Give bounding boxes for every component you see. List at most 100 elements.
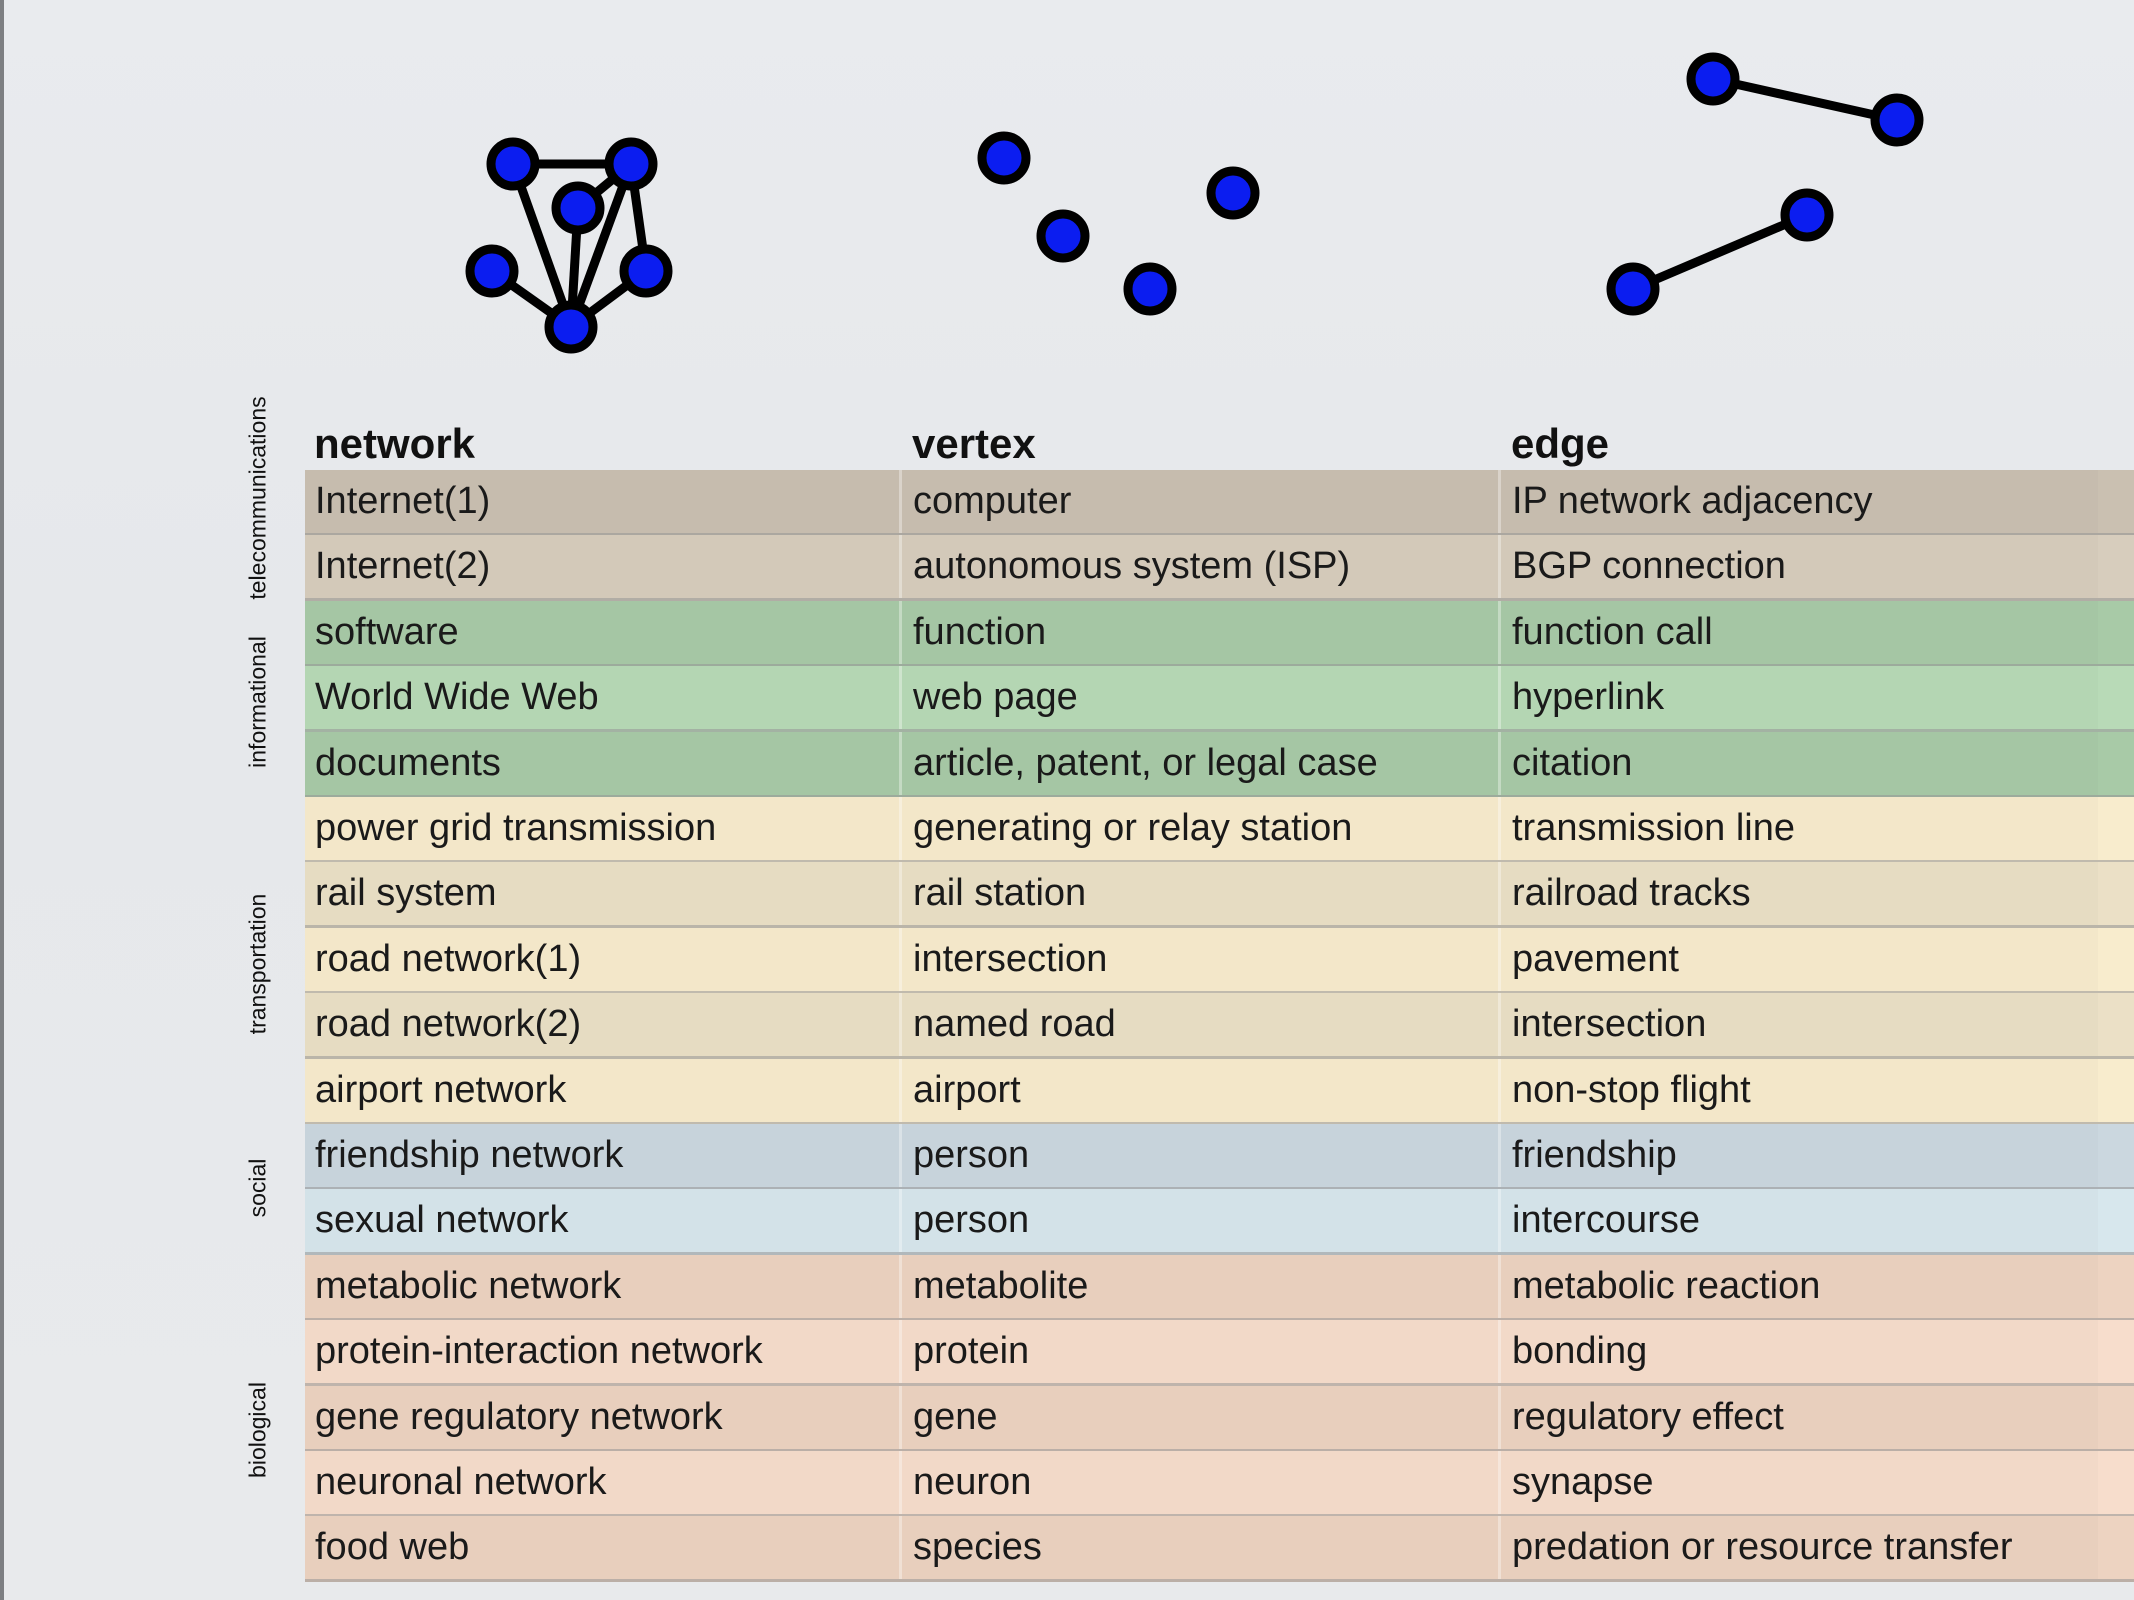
cell-edge: intercourse bbox=[1512, 1199, 1700, 1242]
cell-vertex: airport bbox=[913, 1068, 1021, 1111]
table-row: friendship network person friendship bbox=[305, 1124, 2134, 1190]
table-row: protein-interaction network protein bondin… bbox=[305, 1320, 2134, 1387]
header-vertex: vertex bbox=[912, 420, 1036, 467]
vertex-dot bbox=[604, 137, 658, 191]
table-row: gene regulatory network gene regulatory ef… bbox=[305, 1385, 2134, 1452]
column-separator bbox=[899, 1058, 902, 1122]
column-separator bbox=[899, 1124, 902, 1187]
cell-edge: metabolic reaction bbox=[1512, 1264, 1821, 1307]
cell-edge: intersection bbox=[1512, 1003, 1707, 1046]
row-overhang bbox=[2098, 1189, 2134, 1253]
vertex-dot bbox=[1123, 262, 1177, 316]
cell-network: Internet(2) bbox=[315, 545, 491, 588]
table-row: neuronal network neuron synapse bbox=[305, 1451, 2134, 1517]
cell-vertex: generating or relay station bbox=[913, 807, 1353, 849]
cell-vertex: species bbox=[913, 1526, 1042, 1569]
column-separator bbox=[1498, 862, 1501, 926]
cell-edge: synapse bbox=[1512, 1461, 1654, 1503]
column-separator bbox=[899, 1516, 902, 1580]
column-separator bbox=[1498, 1124, 1501, 1187]
table-row: food web species predation or resource tra… bbox=[305, 1516, 2134, 1583]
cell-vertex: protein bbox=[913, 1330, 1030, 1373]
column-separator bbox=[1498, 927, 1501, 991]
column-separator bbox=[899, 1320, 902, 1384]
cell-network: metabolic network bbox=[315, 1264, 622, 1307]
column-separator bbox=[899, 600, 902, 664]
cell-edge: regulatory effect bbox=[1512, 1395, 1784, 1438]
cell-edge: railroad tracks bbox=[1512, 872, 1751, 915]
row-overhang bbox=[2098, 1516, 2134, 1580]
header-edge: edge bbox=[1511, 420, 1610, 467]
column-separator bbox=[899, 470, 902, 533]
row-overhang bbox=[2098, 470, 2134, 533]
row-overhang bbox=[2098, 600, 2134, 664]
table-row: Internet(1) computer IP network adjacency bbox=[305, 470, 2134, 536]
cell-network: airport network bbox=[315, 1068, 567, 1111]
table-row: road network(1) intersection pavement bbox=[305, 927, 2134, 994]
vertex-dot bbox=[1606, 262, 1660, 316]
table-row: metabolic network metabolite metabolic rea… bbox=[305, 1254, 2134, 1321]
cell-network: gene regulatory network bbox=[315, 1395, 723, 1438]
vertex-dot bbox=[1036, 209, 1090, 263]
column-separator bbox=[899, 731, 902, 795]
row-overhang bbox=[2098, 1254, 2134, 1318]
cell-network: neuronal network bbox=[315, 1461, 607, 1503]
cell-edge: hyperlink bbox=[1512, 676, 1665, 719]
column-separator bbox=[1498, 797, 1501, 860]
column-separator bbox=[899, 993, 902, 1057]
table-row: rail system rail station railroad tracks bbox=[305, 862, 2134, 929]
vertex-illustration bbox=[977, 131, 1260, 316]
cell-vertex: web page bbox=[913, 676, 1078, 719]
cell-network: power grid transmission bbox=[315, 807, 717, 849]
cell-vertex: function bbox=[913, 610, 1047, 653]
vertex-dot bbox=[619, 244, 673, 298]
column-separator bbox=[899, 862, 902, 926]
row-overhang bbox=[2098, 535, 2134, 599]
row-overhang bbox=[2098, 993, 2134, 1057]
column-separator bbox=[1498, 1516, 1501, 1580]
slide-left-edge bbox=[0, 0, 4, 1600]
cell-edge: IP network adjacency bbox=[1512, 480, 1873, 522]
row-overhang bbox=[2098, 927, 2134, 991]
column-separator bbox=[1498, 535, 1501, 599]
column-separator bbox=[1498, 993, 1501, 1057]
row-overhang bbox=[2098, 1320, 2134, 1384]
cell-vertex: intersection bbox=[913, 937, 1108, 980]
vertex-dot bbox=[1870, 93, 1924, 147]
cell-edge: BGP connection bbox=[1512, 545, 1786, 588]
column-separator bbox=[1498, 470, 1501, 533]
table-row: power grid transmission generating or rel… bbox=[305, 797, 2134, 863]
edge-illustration bbox=[1606, 52, 1924, 316]
table-row: software function function call bbox=[305, 600, 2134, 667]
cell-vertex: autonomous system (ISP) bbox=[913, 545, 1351, 588]
cell-edge: predation or resource transfer bbox=[1512, 1526, 2013, 1569]
cell-vertex: article, patent, or legal case bbox=[913, 741, 1378, 784]
column-separator bbox=[899, 666, 902, 730]
cell-network: World Wide Web bbox=[315, 676, 599, 719]
column-separator bbox=[1498, 1320, 1501, 1384]
row-overhang bbox=[2098, 1385, 2134, 1449]
column-separator bbox=[1498, 1385, 1501, 1449]
cell-network: rail system bbox=[315, 872, 497, 915]
vertex-dot bbox=[486, 137, 540, 191]
cell-network: road network(1) bbox=[315, 937, 582, 980]
cell-edge: transmission line bbox=[1512, 807, 1795, 849]
row-overhang bbox=[2098, 1124, 2134, 1187]
cell-edge: citation bbox=[1512, 741, 1633, 784]
column-separator bbox=[899, 1385, 902, 1449]
cell-network: friendship network bbox=[315, 1134, 624, 1176]
column-separator bbox=[899, 1451, 902, 1514]
cell-network: documents bbox=[315, 741, 501, 784]
cell-network: road network(2) bbox=[315, 1003, 582, 1046]
cell-network: sexual network bbox=[315, 1199, 569, 1242]
vertex-dot bbox=[465, 244, 519, 298]
table-row: road network(2) named road intersection bbox=[305, 993, 2134, 1060]
cell-vertex: person bbox=[913, 1134, 1030, 1176]
vertex-dot bbox=[544, 300, 598, 354]
row-overhang bbox=[2098, 1451, 2134, 1514]
column-separator bbox=[1498, 731, 1501, 795]
cell-vertex: person bbox=[913, 1199, 1030, 1242]
column-separator bbox=[1498, 1058, 1501, 1122]
column-separator bbox=[1498, 1189, 1501, 1253]
column-separator bbox=[1498, 1451, 1501, 1514]
